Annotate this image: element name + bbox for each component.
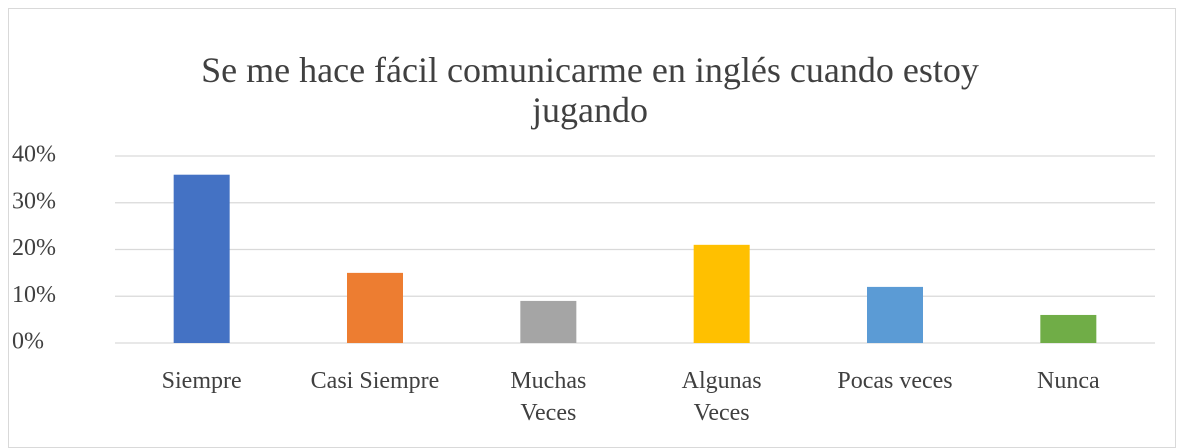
y-tick-label: 0% [12,329,44,355]
bar [867,286,923,343]
bar [1040,314,1097,343]
y-tick-label: 40% [12,142,56,168]
bar [347,272,403,343]
x-tick-label: Siempre [161,368,242,394]
x-tick-label: Algunas Veces [681,368,762,426]
chart-title: Se me hace fácil comunicarme en inglés c… [201,50,979,130]
y-tick-label: 20% [12,235,56,261]
x-tick-label: Muchas Veces [510,368,587,426]
y-tick-label: 10% [12,282,56,308]
bar [173,174,230,343]
bar [693,244,750,343]
bar [520,300,577,343]
x-tick-label: Nunca [1037,368,1100,394]
x-tick-label: Casi Siempre [310,368,440,394]
x-tick-label: Pocas veces [837,368,953,394]
y-tick-label: 30% [12,188,56,214]
